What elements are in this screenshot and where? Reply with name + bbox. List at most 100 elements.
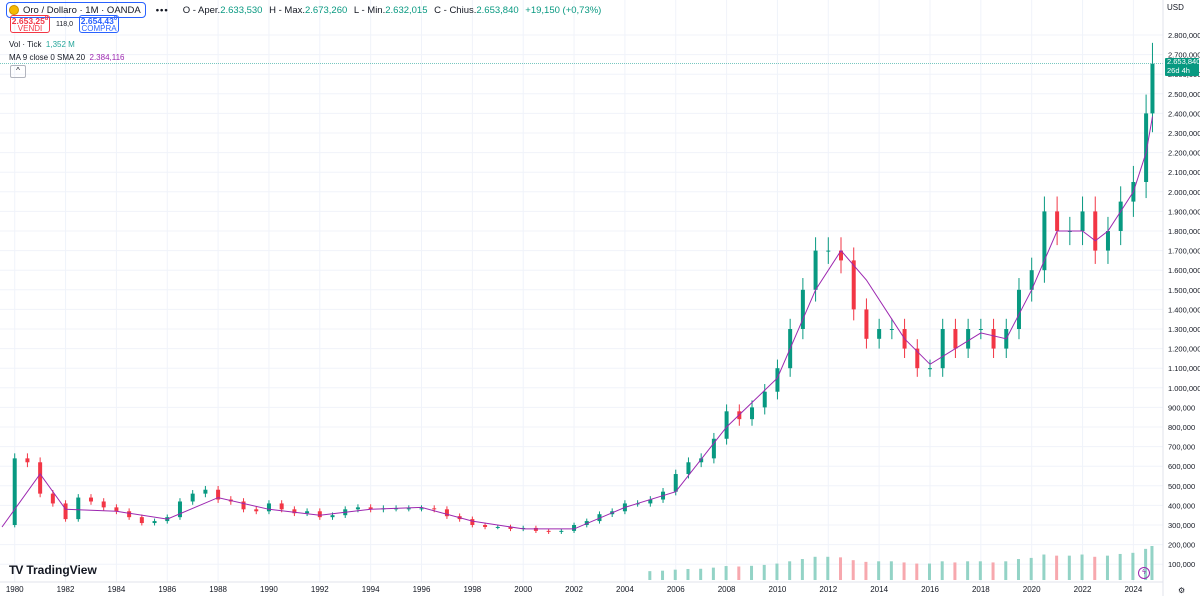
candle-body — [775, 368, 780, 392]
candle-body — [444, 509, 449, 517]
y-tick-label: 1.000,000 — [1168, 384, 1200, 393]
x-tick-label: 2024 — [1124, 585, 1142, 594]
volume-bar — [661, 570, 665, 580]
more-options-icon[interactable]: ••• — [155, 4, 169, 16]
candle-body — [101, 501, 106, 508]
y-tick-label: 2.400,000 — [1168, 109, 1200, 118]
x-tick-label: 1992 — [311, 585, 329, 594]
candle-body — [533, 527, 538, 531]
settings-icon[interactable]: ⚙ — [1178, 586, 1186, 595]
buy-button[interactable]: 2.654,430 COMPRA — [79, 15, 119, 33]
tradingview-logo-icon: ⁠TV — [9, 563, 23, 577]
y-tick-label: 1.500,000 — [1168, 286, 1200, 295]
candle-body — [1042, 211, 1047, 271]
candle-body — [851, 260, 856, 310]
candle-body — [724, 411, 729, 439]
collapse-legend-icon[interactable]: ^ — [10, 65, 26, 78]
candle-body — [711, 438, 716, 459]
y-tick-label: 200,000 — [1168, 541, 1195, 550]
candle-body — [406, 508, 411, 510]
x-tick-label: 2008 — [718, 585, 736, 594]
x-tick-label: 1986 — [158, 585, 176, 594]
volume-bar — [915, 563, 919, 580]
candle-body — [915, 348, 920, 369]
volume-indicator-legend[interactable]: Vol · Tick 1,352 M — [9, 40, 75, 49]
y-tick-label: 1.100,000 — [1168, 364, 1200, 373]
candle-body — [279, 503, 284, 510]
candle-body — [483, 525, 488, 527]
y-tick-label: 2.800,000 — [1168, 31, 1200, 40]
time-axis[interactable]: 1980 1982 1984 1986 1988 1990 1992 1994 1996 1998… — [6, 585, 1143, 594]
candle-body — [1144, 113, 1149, 182]
y-tick-label: 1.600,000 — [1168, 266, 1200, 275]
candle-body — [953, 329, 958, 349]
candle-body — [826, 250, 831, 252]
candle-body — [940, 329, 945, 369]
price-axis[interactable]: 2.800,0002.700,0002.600,0002.500,0002.40… — [1168, 31, 1200, 569]
volume-bar — [1150, 546, 1154, 580]
x-tick-label: 1994 — [362, 585, 380, 594]
x-tick-label: 1990 — [260, 585, 278, 594]
volume-bar — [1055, 555, 1059, 580]
y-tick-label: 800,000 — [1168, 423, 1195, 432]
y-tick-label: 2.200,000 — [1168, 149, 1200, 158]
y-tick-label: 700,000 — [1168, 443, 1195, 452]
volume-bar — [686, 568, 690, 580]
currency-label[interactable]: USD — [1167, 3, 1184, 12]
volume-bar — [966, 561, 970, 580]
y-tick-label: 400,000 — [1168, 501, 1195, 510]
candle-body — [330, 515, 335, 518]
sell-button[interactable]: 2.653,258 VENDI — [10, 15, 50, 33]
volume-bars — [648, 546, 1154, 580]
lightning-icon[interactable]: ϟ — [1138, 567, 1150, 579]
x-tick-label: 2006 — [667, 585, 685, 594]
volume-bar — [1144, 548, 1148, 580]
volume-bar — [699, 568, 703, 580]
volume-bar — [826, 556, 830, 580]
ohlc-readout: O - Aper.2.633,530 H - Max.2.673,260 L -… — [182, 4, 602, 16]
spread-value: 118,0 — [56, 20, 73, 28]
y-tick-label: 1.700,000 — [1168, 247, 1200, 256]
candle-body — [177, 501, 182, 518]
symbol-selector[interactable]: Oro / Dollaro · 1M · OANDA — [6, 2, 146, 18]
candle-body — [419, 508, 424, 510]
volume-bar — [737, 566, 741, 580]
volume-bar — [800, 559, 804, 580]
y-tick-label: 1.200,000 — [1168, 345, 1200, 354]
volume-bar — [673, 569, 677, 580]
x-tick-label: 2014 — [870, 585, 888, 594]
volume-bar — [991, 562, 995, 580]
tradingview-logo[interactable]: ⁠TV TradingView — [9, 563, 97, 577]
volume-bar — [940, 561, 944, 580]
candle-body — [355, 507, 360, 510]
candle-body — [127, 511, 132, 518]
candle-body — [305, 511, 310, 514]
x-tick-label: 2022 — [1074, 585, 1092, 594]
volume-bar — [953, 562, 957, 580]
candle-body — [1055, 211, 1060, 231]
candle-body — [559, 530, 564, 532]
y-tick-label: 100,000 — [1168, 560, 1195, 569]
volume-bar — [648, 571, 652, 580]
x-tick-label: 2016 — [921, 585, 939, 594]
gold-coin-icon — [9, 5, 19, 15]
candle-body — [216, 489, 221, 500]
grid-lines — [0, 0, 1163, 582]
volume-bar — [851, 560, 855, 580]
y-tick-label: 2.300,000 — [1168, 129, 1200, 138]
candle-body — [114, 507, 119, 512]
candle-body — [800, 289, 805, 329]
x-tick-label: 2018 — [972, 585, 990, 594]
volume-bar — [902, 562, 906, 580]
y-tick-label: 300,000 — [1168, 521, 1195, 530]
y-tick-label: 2.000,000 — [1168, 188, 1200, 197]
volume-bar — [1042, 554, 1046, 580]
candle-body — [38, 462, 43, 494]
chart-header: Oro / Dollaro · 1M · OANDA ••• O - Aper.… — [6, 2, 605, 18]
volume-bar — [711, 567, 715, 580]
volume-bar — [1118, 553, 1122, 580]
volume-bar — [877, 561, 881, 580]
y-tick-label: 1.800,000 — [1168, 227, 1200, 236]
ma-indicator-legend[interactable]: MA 9 close 0 SMA 20 2.384,116 — [9, 53, 125, 62]
